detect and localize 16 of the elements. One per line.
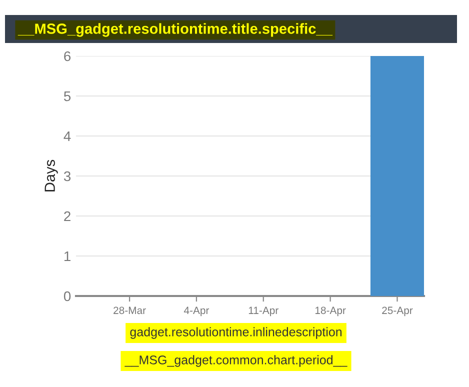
- chart-title: __MSG_gadget.resolutiontime.title.specific__: [18, 23, 333, 37]
- x-tick-label: 11-Apr: [248, 306, 278, 316]
- y-tick-label: 2: [64, 211, 70, 222]
- x-tick-label: 4-Apr: [184, 306, 210, 316]
- text: __MSG_gadget.common.chart.period__: [124, 355, 348, 367]
- y-tick-label: 0: [64, 291, 71, 302]
- x-tick-label: 28-Mar: [114, 306, 146, 314]
- y-tick-label: 3: [64, 171, 71, 182]
- y-tick-label: 1: [64, 251, 70, 262]
- x-tick-label: 25-Apr: [382, 306, 413, 316]
- y-tick-label: 4: [64, 131, 71, 142]
- y-tick-label: 5: [64, 91, 71, 102]
- text: gadget.resolutiontime.inlinedescription: [130, 327, 342, 339]
- x-tick-label: 18-Apr: [315, 306, 346, 316]
- y-axis-title: Days: [44, 160, 58, 192]
- y-tick-label: 6: [64, 51, 71, 62]
